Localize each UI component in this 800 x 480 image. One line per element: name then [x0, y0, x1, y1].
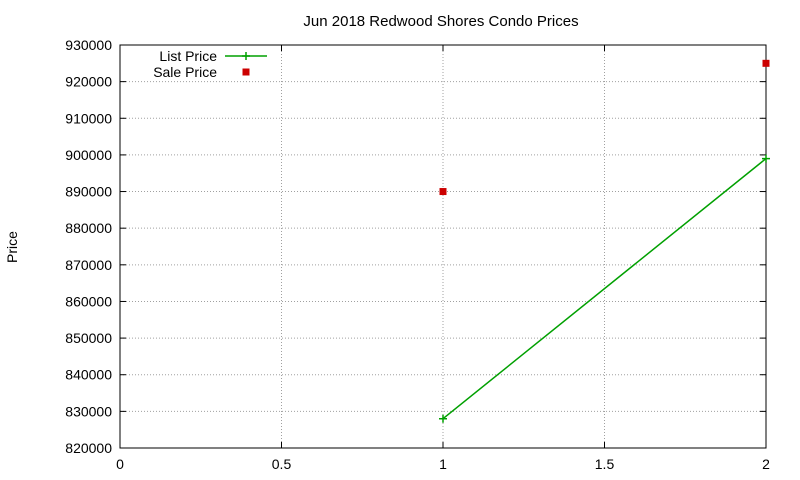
y-tick-label: 850000 [65, 330, 112, 346]
axis-layer: 820000 830000 840000 850000 860000 870000 8800… [65, 37, 770, 472]
plot-frame [119, 44, 767, 449]
y-tick-label: 830000 [65, 403, 112, 419]
y-tick-label: 890000 [65, 184, 112, 200]
x-tick-label: 1.5 [595, 456, 615, 472]
x-tick-label: 2 [762, 456, 770, 472]
y-axis-label: Price [4, 231, 20, 263]
legend-marker-list-price [242, 52, 250, 60]
grid-layer [120, 45, 766, 448]
series-layer [439, 59, 770, 423]
y-tick-label: 910000 [65, 110, 112, 126]
series-line-list-price [442, 157, 767, 420]
y-tick-label: 840000 [65, 367, 112, 383]
list-price-point [762, 154, 770, 163]
sale-price-point [439, 188, 447, 196]
y-tick-label: 920000 [65, 74, 112, 90]
y-tick-label: 930000 [65, 37, 112, 53]
x-tick-label: 0 [116, 456, 124, 472]
y-tick-label: 870000 [65, 257, 112, 273]
legend-label: List Price [159, 48, 217, 64]
y-tick-label: 820000 [65, 440, 112, 456]
y-tick-label: 860000 [65, 293, 112, 309]
y-tick-label: 880000 [65, 220, 112, 236]
y-tick-label: 900000 [65, 147, 112, 163]
legend-label: Sale Price [153, 64, 217, 80]
sale-price-point [762, 59, 770, 67]
legend-marker-sale-price [242, 68, 250, 76]
x-tick-label: 1 [439, 456, 447, 472]
chart-title: Jun 2018 Redwood Shores Condo Prices [303, 13, 578, 30]
list-price-point [439, 414, 447, 423]
x-tick-label: 0.5 [272, 456, 292, 472]
